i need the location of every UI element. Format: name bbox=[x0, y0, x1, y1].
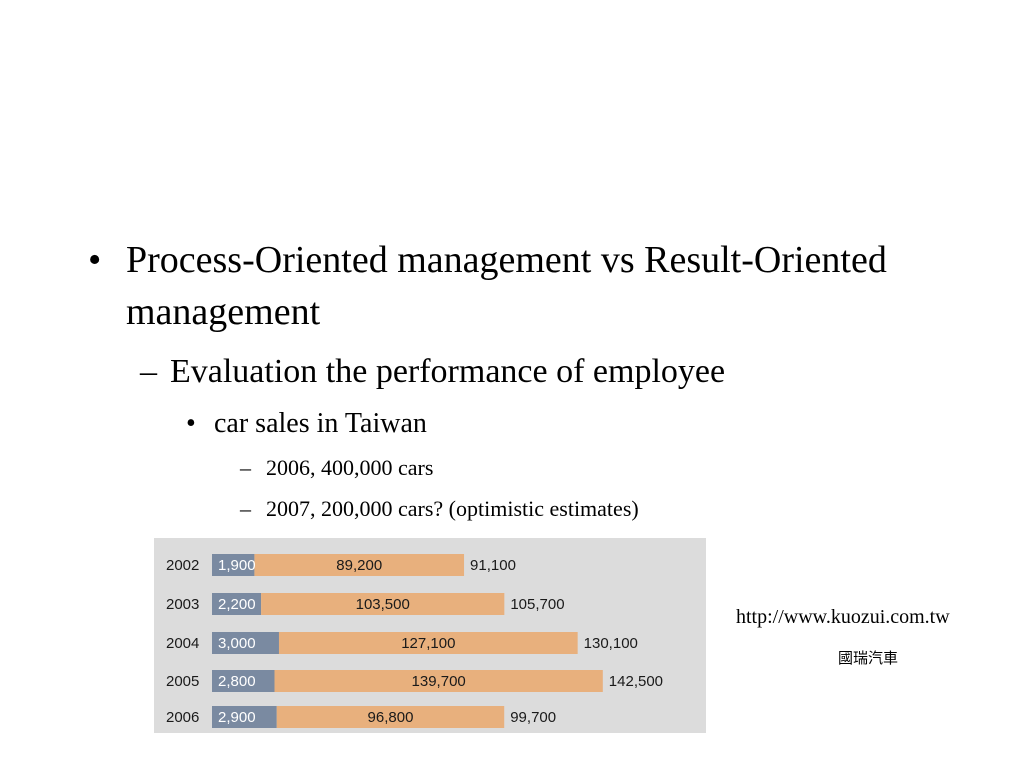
bar-value-label: 2,800 bbox=[218, 673, 256, 690]
bar-segment-small bbox=[212, 632, 279, 654]
bar-segment-large bbox=[274, 670, 603, 692]
bullet-level4-item: –2006, 400,000 cars bbox=[240, 453, 433, 483]
year-label: 2002 bbox=[166, 557, 199, 574]
total-label: 99,700 bbox=[510, 709, 556, 726]
bar-segment-large bbox=[261, 593, 505, 615]
source-url: http://www.kuozui.com.tw bbox=[736, 606, 950, 628]
bullet-level3: • car sales in Taiwan bbox=[186, 406, 427, 442]
total-label: 130,100 bbox=[584, 635, 638, 652]
bullet-dash: – bbox=[240, 496, 251, 521]
bar-segment-small bbox=[212, 554, 255, 576]
bullet-dot: • bbox=[186, 408, 196, 439]
bullet-level4-text: 2006, 400,000 cars bbox=[266, 455, 434, 480]
total-label: 142,500 bbox=[609, 673, 663, 690]
year-label: 2004 bbox=[166, 635, 199, 652]
year-label: 2005 bbox=[166, 673, 199, 690]
bullet-level1-text: Process-Oriented management vs Result-Or… bbox=[126, 239, 887, 333]
bullet-dash: – bbox=[140, 353, 157, 390]
year-label: 2006 bbox=[166, 709, 199, 726]
bar-segment-small bbox=[212, 593, 262, 615]
bar-value-label: 139,700 bbox=[412, 673, 466, 690]
bar-value-label: 3,000 bbox=[218, 635, 256, 652]
bullet-level4-item: –2007, 200,000 cars? (optimistic estimat… bbox=[240, 494, 639, 524]
bar-value-label: 2,900 bbox=[218, 709, 256, 726]
bar-segment-large bbox=[278, 632, 578, 654]
bar-value-label: 89,200 bbox=[336, 557, 382, 574]
bar-segment-small bbox=[212, 706, 277, 728]
total-label: 91,100 bbox=[470, 557, 516, 574]
year-label: 2003 bbox=[166, 596, 199, 613]
bullet-level2: – Evaluation the performance of employee bbox=[140, 350, 725, 394]
bullet-level4-text: 2007, 200,000 cars? (optimistic estimate… bbox=[266, 496, 639, 521]
bullet-dot: • bbox=[88, 239, 102, 281]
car-sales-chart: 2002 1,900 89,200 91,100 2003 2,200 103,500 105… bbox=[154, 538, 706, 733]
bullet-dash: – bbox=[240, 455, 251, 480]
bar-value-label: 103,500 bbox=[356, 596, 410, 613]
bullet-level2-text: Evaluation the performance of employee bbox=[170, 353, 726, 390]
brand-name: 國瑞汽車 bbox=[838, 649, 899, 667]
bar-value-label: 96,800 bbox=[368, 709, 414, 726]
bar-segment-small bbox=[212, 670, 275, 692]
bar-value-label: 2,200 bbox=[218, 596, 256, 613]
chart-svg: 2002 1,900 89,200 91,100 2003 2,200 103,500 105… bbox=[166, 554, 663, 728]
bullet-level3-text: car sales in Taiwan bbox=[214, 408, 427, 439]
total-label: 105,700 bbox=[510, 596, 564, 613]
bar-segment-large bbox=[254, 554, 465, 576]
bar-value-label: 1,900 bbox=[218, 557, 256, 574]
bar-segment-large bbox=[276, 706, 505, 728]
bar-value-label: 127,100 bbox=[401, 635, 455, 652]
